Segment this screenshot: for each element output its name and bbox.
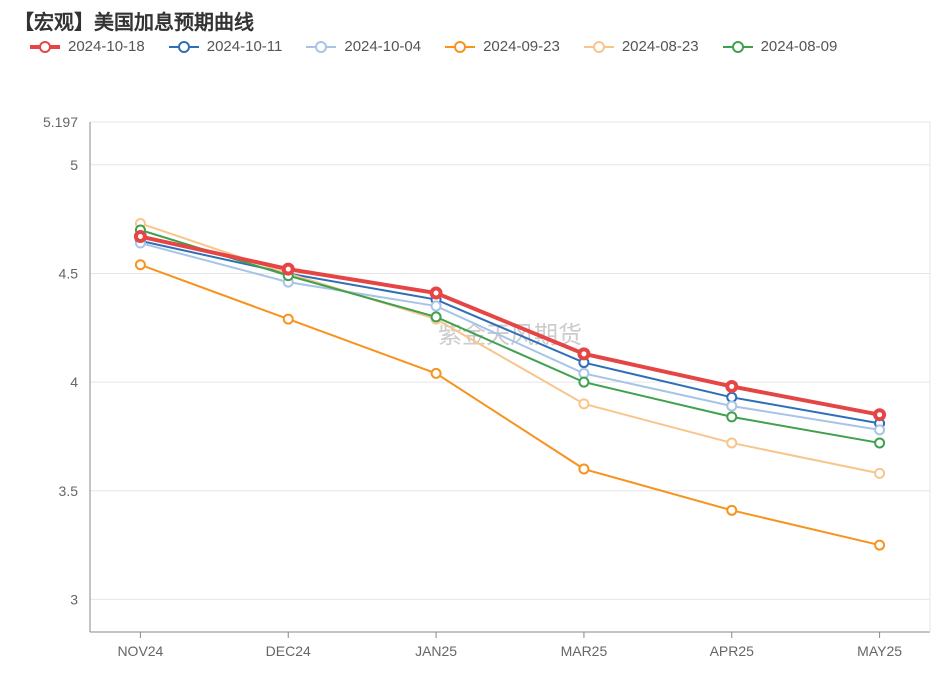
series-marker[interactable] bbox=[727, 382, 736, 391]
legend-item[interactable]: 2024-10-11 bbox=[169, 38, 283, 55]
series-marker[interactable] bbox=[875, 469, 884, 478]
series-marker[interactable] bbox=[579, 349, 588, 358]
series-marker[interactable] bbox=[727, 438, 736, 447]
series-marker[interactable] bbox=[727, 393, 736, 402]
line-chart: 5.197 5 4.5 4 3.5 3 NOV24 DEC24 JAN25 MAR25 APR25 M… bbox=[0, 104, 943, 674]
series-marker[interactable] bbox=[579, 369, 588, 378]
chart-panel: 【宏观】美国加息预期曲线 2024-10-182024-10-112024-10… bbox=[0, 0, 943, 675]
legend-swatch-icon bbox=[584, 40, 614, 54]
series-marker[interactable] bbox=[875, 410, 884, 419]
series-marker[interactable] bbox=[579, 399, 588, 408]
legend-swatch-icon bbox=[306, 40, 336, 54]
legend-swatch-icon bbox=[445, 40, 475, 54]
legend-item[interactable]: 2024-08-09 bbox=[723, 38, 838, 55]
series-marker[interactable] bbox=[727, 412, 736, 421]
legend-swatch-icon bbox=[169, 40, 199, 54]
series-marker[interactable] bbox=[432, 369, 441, 378]
x-tick-label: NOV24 bbox=[117, 643, 163, 659]
legend-label: 2024-10-04 bbox=[344, 38, 421, 55]
x-tick-label: DEC24 bbox=[266, 643, 311, 659]
legend-label: 2024-10-18 bbox=[68, 38, 145, 55]
y-tick-label: 3 bbox=[70, 591, 78, 607]
legend-item[interactable]: 2024-08-23 bbox=[584, 38, 699, 55]
plot-area: 5.197 5 4.5 4 3.5 3 NOV24 DEC24 JAN25 MAR25 APR25 M… bbox=[0, 104, 943, 674]
y-tick-label: 4 bbox=[70, 374, 78, 390]
series-marker[interactable] bbox=[875, 541, 884, 550]
series-marker[interactable] bbox=[136, 260, 145, 269]
series-marker[interactable] bbox=[432, 302, 441, 311]
legend-label: 2024-08-09 bbox=[761, 38, 838, 55]
legend-label: 2024-08-23 bbox=[622, 38, 699, 55]
series-marker[interactable] bbox=[579, 378, 588, 387]
legend-item[interactable]: 2024-09-23 bbox=[445, 38, 560, 55]
legend-label: 2024-10-11 bbox=[207, 38, 283, 55]
series-marker[interactable] bbox=[727, 402, 736, 411]
series-marker[interactable] bbox=[432, 312, 441, 321]
legend-swatch-icon bbox=[723, 40, 753, 54]
y-tick-label: 5.197 bbox=[43, 114, 78, 130]
x-tick-label: MAY25 bbox=[857, 643, 902, 659]
legend: 2024-10-18 2024-10-11 2024-10-04 2024-09-23… bbox=[30, 38, 923, 55]
series-marker[interactable] bbox=[727, 506, 736, 515]
series-line bbox=[140, 265, 879, 545]
legend-label: 2024-09-23 bbox=[483, 38, 560, 55]
series-line bbox=[140, 241, 879, 424]
y-tick-label: 3.5 bbox=[59, 483, 79, 499]
series-marker[interactable] bbox=[284, 265, 293, 274]
legend-item[interactable]: 2024-10-04 bbox=[306, 38, 421, 55]
legend-item[interactable]: 2024-10-18 bbox=[30, 38, 145, 55]
series-marker[interactable] bbox=[136, 232, 145, 241]
series-marker[interactable] bbox=[875, 438, 884, 447]
x-tick-label: JAN25 bbox=[415, 643, 457, 659]
y-tick-label: 5 bbox=[70, 157, 78, 173]
x-tick-label: MAR25 bbox=[561, 643, 608, 659]
y-tick-label: 4.5 bbox=[59, 265, 79, 281]
x-tick-label: APR25 bbox=[710, 643, 755, 659]
series-marker[interactable] bbox=[875, 425, 884, 434]
series-marker[interactable] bbox=[284, 315, 293, 324]
chart-title: 【宏观】美国加息预期曲线 bbox=[14, 6, 254, 35]
legend-swatch-icon bbox=[30, 40, 60, 54]
series-marker[interactable] bbox=[432, 289, 441, 298]
series-marker[interactable] bbox=[579, 465, 588, 474]
